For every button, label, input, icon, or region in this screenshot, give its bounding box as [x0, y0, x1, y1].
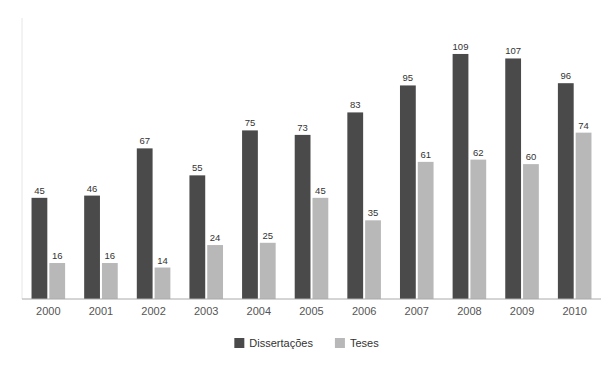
bar — [49, 263, 65, 299]
x-tick-label: 2002 — [141, 305, 165, 317]
bar — [453, 54, 469, 299]
data-label: 96 — [560, 70, 571, 81]
bar — [558, 83, 574, 299]
bar — [400, 85, 416, 299]
data-label: 25 — [262, 230, 273, 241]
data-label: 55 — [192, 162, 203, 173]
bar — [365, 220, 381, 299]
data-label: 16 — [105, 250, 116, 261]
x-tick-label: 2008 — [457, 305, 481, 317]
data-label: 61 — [420, 149, 431, 160]
x-tick-label: 2003 — [194, 305, 218, 317]
data-label: 45 — [315, 185, 326, 196]
legend-item: Dissertações — [234, 337, 313, 349]
bar — [313, 198, 329, 299]
data-label: 45 — [34, 185, 45, 196]
bar — [32, 198, 48, 299]
x-tick-label: 2004 — [247, 305, 271, 317]
x-axis-line — [22, 299, 601, 300]
bar — [207, 245, 223, 299]
data-labels: 45 46 67 55 75 73 83 95 109 107 96 16 16 14 24 25 45 35 61… — [34, 41, 589, 266]
data-label: 83 — [350, 99, 361, 110]
bar — [242, 130, 258, 299]
bar — [470, 160, 486, 299]
x-tick-label: 2006 — [352, 305, 376, 317]
bar — [576, 133, 592, 299]
data-label: 109 — [453, 41, 469, 52]
bar — [84, 196, 100, 299]
x-tick-label: 2005 — [299, 305, 323, 317]
data-label: 95 — [403, 72, 414, 83]
bar — [347, 112, 363, 299]
legend: Dissertações Teses — [234, 337, 379, 349]
bar — [189, 175, 205, 299]
x-tick-label: 2010 — [562, 305, 586, 317]
bar — [137, 148, 153, 299]
legend-item: Teses — [335, 337, 379, 349]
y-range-line — [22, 18, 23, 299]
data-label: 75 — [245, 117, 256, 128]
legend-label: Dissertações — [249, 337, 313, 349]
data-label: 60 — [526, 151, 537, 162]
data-label: 62 — [473, 147, 484, 158]
bars — [32, 54, 592, 299]
data-label: 14 — [157, 255, 168, 266]
bar — [418, 162, 434, 299]
legend-swatch — [335, 338, 345, 348]
data-label: 35 — [368, 207, 379, 218]
data-label: 73 — [297, 122, 308, 133]
x-tick-label: 2009 — [510, 305, 534, 317]
data-label: 24 — [210, 232, 221, 243]
x-tick-label: 2007 — [405, 305, 429, 317]
bar — [505, 58, 521, 299]
x-tick-label: 2000 — [36, 305, 60, 317]
data-label: 16 — [52, 250, 63, 261]
data-label: 46 — [87, 183, 98, 194]
chart-svg: 45 46 67 55 75 73 83 95 109 107 96 16 16 14 24 25 45 35 61… — [0, 0, 613, 365]
legend-label: Teses — [350, 337, 379, 349]
data-label: 67 — [139, 135, 150, 146]
legend-swatch — [234, 338, 244, 348]
x-tick-label: 2001 — [89, 305, 113, 317]
data-label: 107 — [505, 45, 521, 56]
chart-container: 45 46 67 55 75 73 83 95 109 107 96 16 16 14 24 25 45 35 61… — [0, 0, 613, 365]
bar — [295, 135, 311, 299]
bar — [102, 263, 118, 299]
bar — [155, 268, 171, 299]
bar — [260, 243, 276, 299]
bar — [523, 164, 539, 299]
data-label: 74 — [578, 120, 589, 131]
